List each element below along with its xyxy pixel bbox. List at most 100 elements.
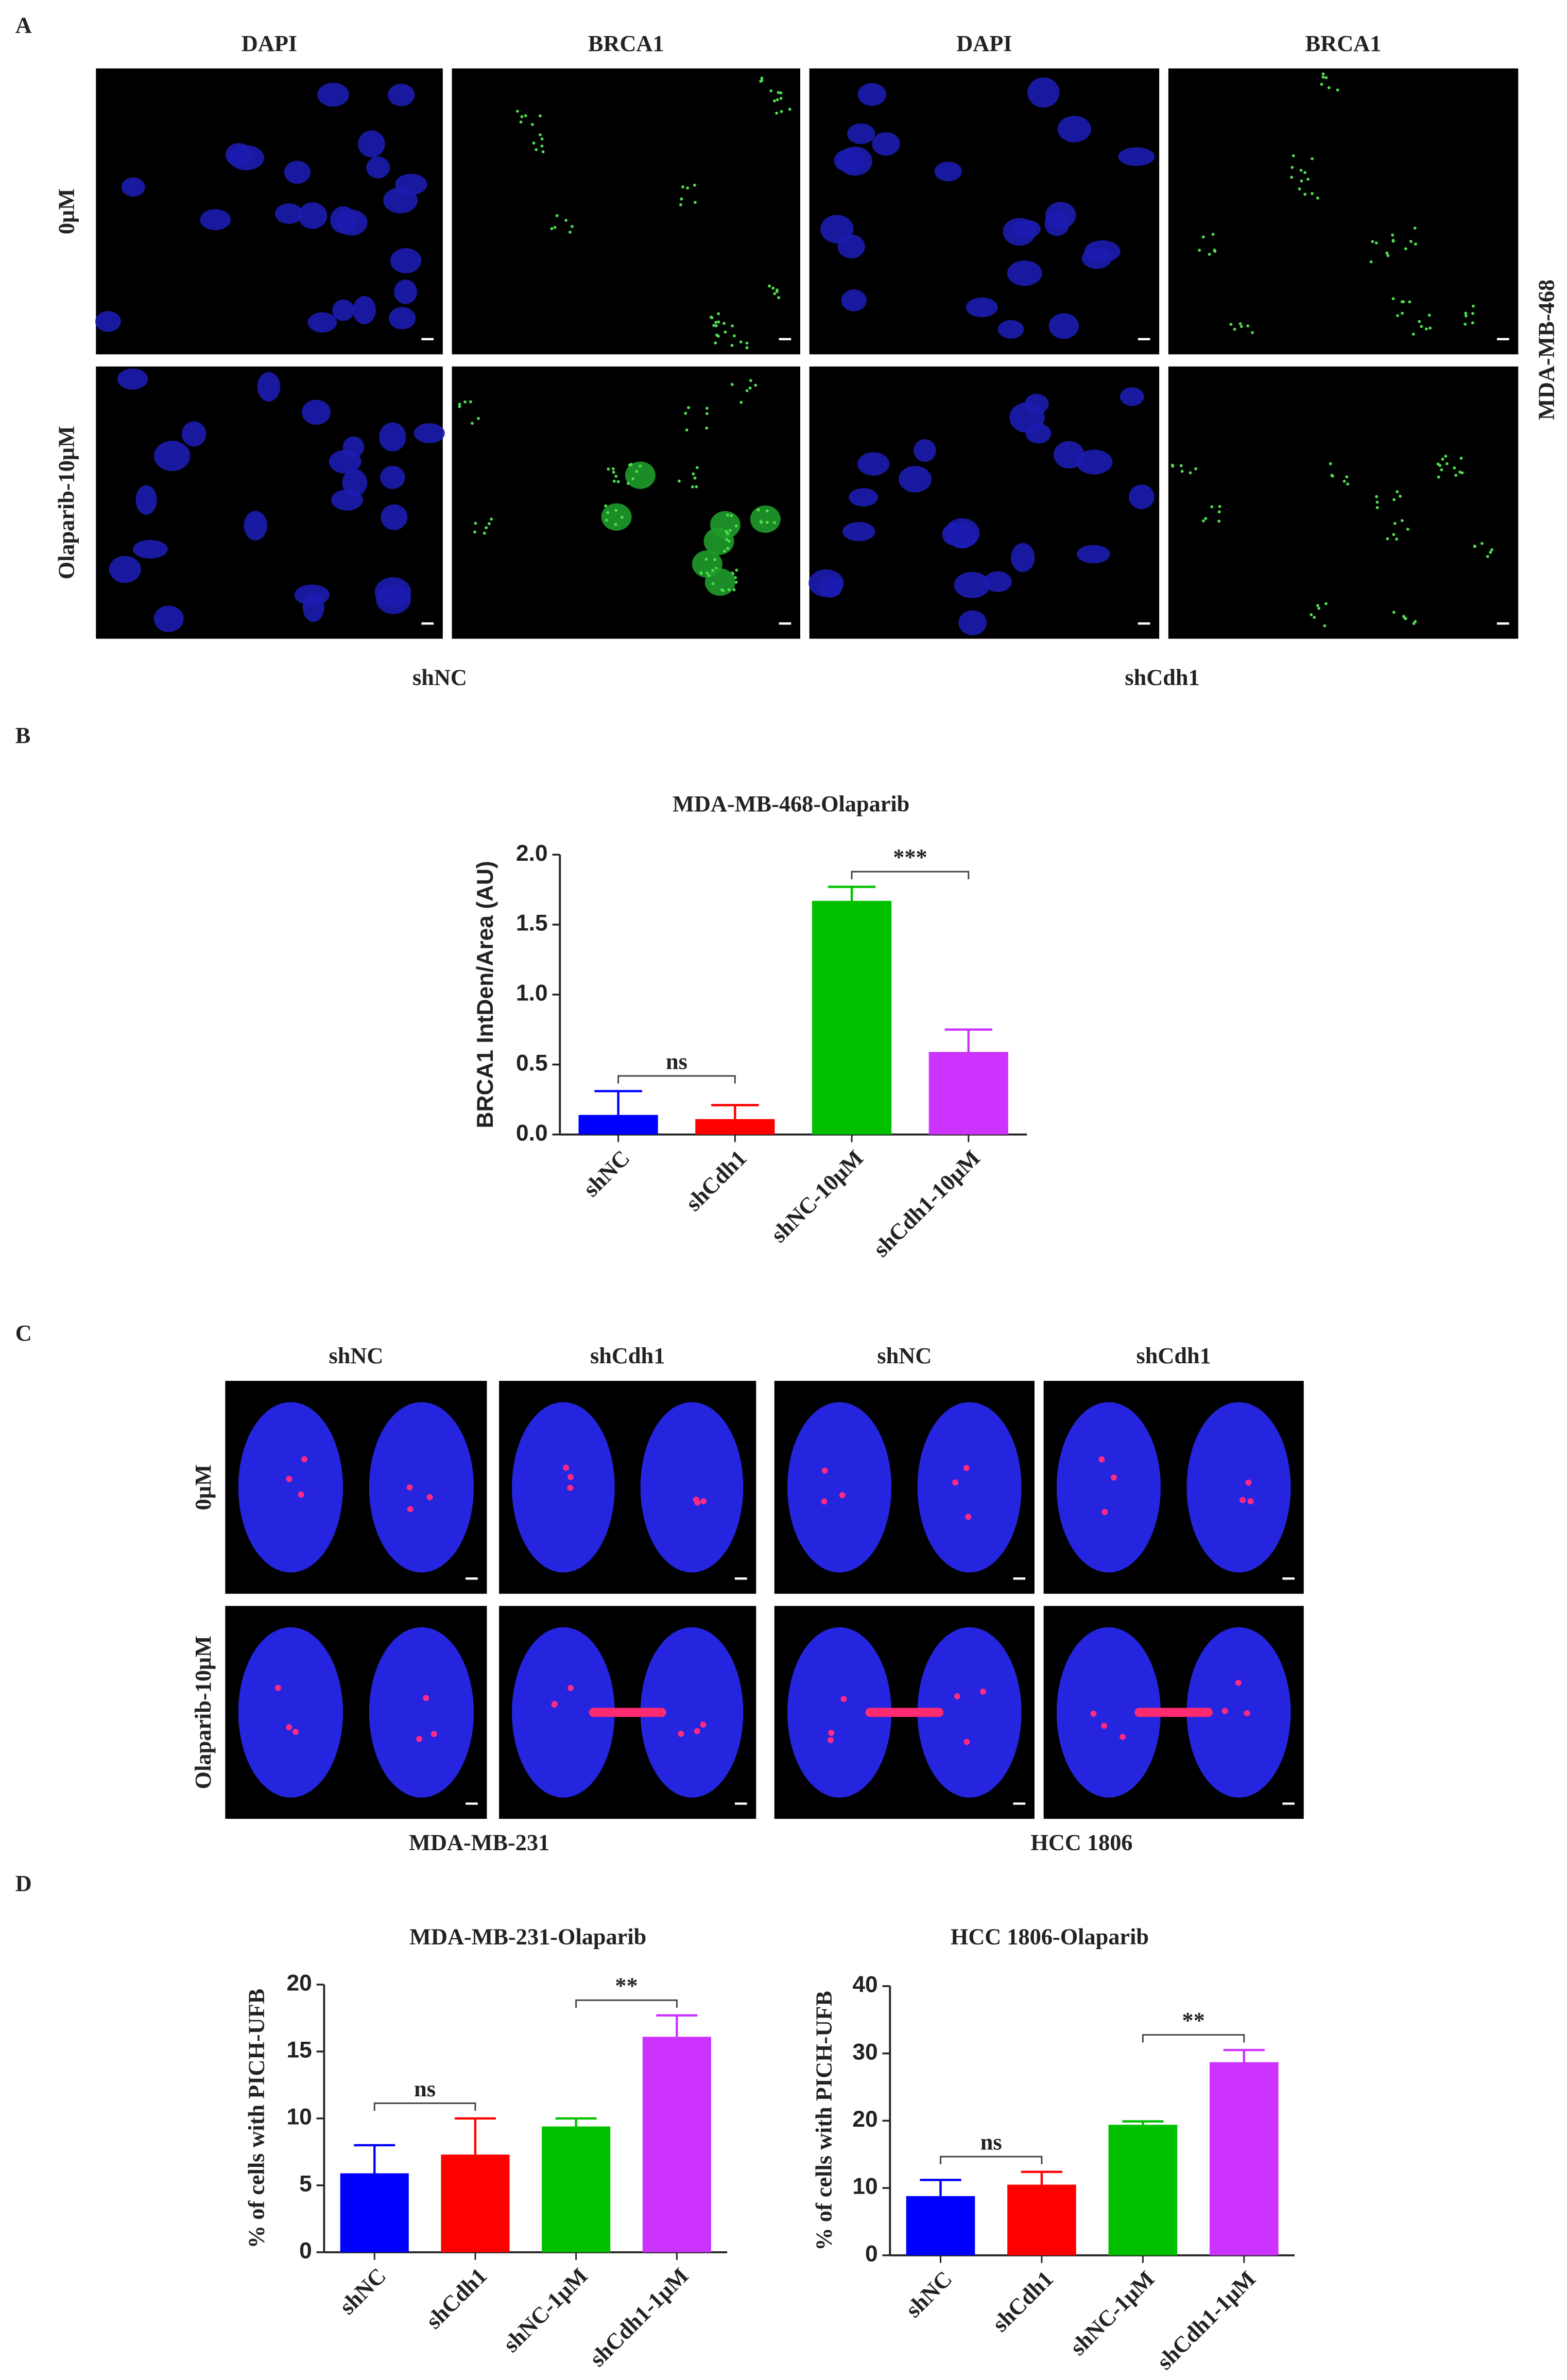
significance-label: ns (666, 1049, 687, 1074)
nucleus (358, 130, 385, 158)
brca1-focus (1385, 251, 1389, 255)
brca1-focus (1336, 88, 1339, 92)
brca1-focus (1395, 537, 1399, 541)
pich-focus (1247, 1498, 1254, 1505)
brca1-focus (734, 580, 738, 584)
brca1-focus (1329, 462, 1332, 465)
pich-focus (298, 1491, 304, 1498)
column-label: BRCA1 (588, 31, 664, 56)
brca1-focus (693, 201, 697, 204)
pich-focus (301, 1456, 307, 1463)
brca1-focus (780, 110, 783, 113)
ultrafine-bridge (1134, 1708, 1213, 1717)
pich-focus (1101, 1723, 1108, 1729)
pich-focus (980, 1689, 986, 1695)
y-tick-label: 30 (852, 2039, 877, 2064)
y-tick-label: 1.0 (516, 981, 548, 1006)
pich-focus (1098, 1456, 1105, 1463)
x-tick-label: shNC-1μM (498, 2263, 593, 2357)
brca1-focus (765, 509, 769, 513)
brca1-focus (695, 466, 699, 470)
nucleus (380, 465, 405, 489)
brca1-focus (1375, 500, 1379, 504)
brca1-focus (519, 120, 523, 124)
brca1-focus (1299, 168, 1303, 172)
brca1-focus (620, 515, 624, 519)
pich-focus (963, 1739, 970, 1745)
brca1-focus (713, 558, 717, 561)
nucleus (381, 504, 408, 530)
brca1-focus (1409, 240, 1413, 243)
brca1-focus (1303, 171, 1307, 175)
x-tick-label: shCdh1 (421, 2263, 492, 2334)
brca1-focus (777, 91, 780, 94)
column-label: shNC (329, 1343, 383, 1368)
x-tick-label: shCdh1 (681, 1145, 751, 1216)
brca1-focus (1473, 545, 1476, 548)
nucleus (154, 441, 191, 472)
nucleus (366, 157, 390, 179)
nucleus (121, 177, 145, 197)
brca1-focus (1323, 624, 1327, 628)
nucleus (336, 210, 368, 236)
bar (1007, 2184, 1076, 2255)
nucleus (307, 312, 337, 333)
brca1-focus (709, 316, 713, 319)
brca1-focus (1486, 555, 1489, 558)
brca1-focus (1490, 548, 1494, 551)
brca1-focus (680, 197, 683, 201)
brca1-focus (1444, 455, 1448, 458)
brca1-focus (1189, 471, 1192, 475)
brca1-focus (768, 284, 771, 288)
brca1-focus (730, 383, 734, 386)
brca1-focus (568, 230, 572, 234)
bar (578, 1115, 658, 1135)
brca1-focus (1290, 176, 1294, 179)
column-label: shNC (877, 1343, 932, 1368)
brca1-focus (1316, 604, 1319, 607)
nucleus (1077, 545, 1110, 564)
brca1-focus (775, 111, 779, 115)
brca1-focus (1386, 254, 1390, 257)
brca1-focus (1246, 324, 1250, 328)
nucleus (353, 296, 376, 324)
significance-bracket (1142, 2034, 1245, 2043)
y-tick-label: 10 (286, 2105, 312, 2130)
nucleus (284, 161, 311, 184)
brca1-focus (612, 479, 616, 483)
brca1-focus (1298, 187, 1301, 190)
nucleus (847, 123, 875, 144)
brca1-focus (1392, 611, 1396, 614)
brca1-focus (614, 523, 617, 526)
brca1-focus (739, 340, 743, 344)
brca1-focus (1396, 490, 1399, 494)
error-bar (944, 1028, 993, 1052)
brca1-focus (677, 479, 681, 483)
daughter-cell (238, 1402, 343, 1573)
nucleus (1007, 260, 1042, 286)
brca1-focus (1180, 470, 1184, 473)
bar (1210, 2062, 1279, 2255)
column-label: DAPI (242, 31, 297, 56)
brca1-focus (539, 133, 542, 136)
brca1-focus (695, 485, 698, 489)
daughter-cell (787, 1627, 892, 1798)
pich-focus (1239, 1497, 1246, 1503)
nucleus (135, 485, 157, 515)
brca1-focus (756, 508, 760, 512)
nucleus (181, 421, 206, 447)
x-tick-label: shCdh1-1μM (1152, 2266, 1261, 2375)
brca1-focus (705, 426, 709, 430)
pich-focus (700, 1722, 707, 1728)
brca1-focus (1324, 76, 1328, 79)
nucleus (958, 610, 987, 636)
brca1-focus (1317, 606, 1321, 610)
pich-focus (286, 1724, 292, 1730)
daughter-cell (1186, 1402, 1291, 1573)
brca1-focus (1375, 495, 1379, 498)
group-label: shCdh1 (1125, 665, 1199, 690)
brca1-focus (1201, 235, 1205, 239)
pich-focus (1221, 1708, 1228, 1714)
brca1-focus (769, 89, 773, 93)
y-axis-label: % of cells with PICH-UFB (811, 1991, 836, 2250)
